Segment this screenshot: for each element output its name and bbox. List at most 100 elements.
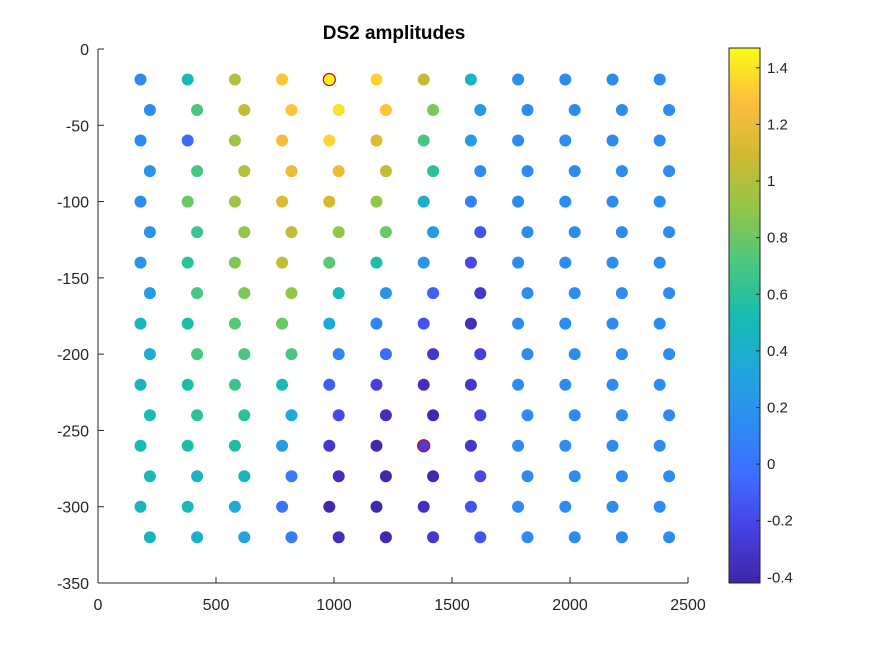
data-point	[191, 470, 204, 483]
data-point	[663, 409, 676, 422]
data-point	[512, 317, 525, 330]
data-point	[512, 500, 525, 513]
data-point	[134, 439, 147, 452]
data-point	[663, 470, 676, 483]
data-point	[191, 226, 204, 239]
data-point	[238, 348, 251, 361]
colorbar-gradient	[729, 48, 760, 583]
data-point	[615, 226, 628, 239]
data-point	[238, 409, 251, 422]
data-point	[370, 500, 383, 513]
data-point	[663, 287, 676, 300]
data-point	[276, 134, 289, 147]
data-point	[417, 195, 430, 208]
data-point	[276, 73, 289, 86]
data-point	[370, 195, 383, 208]
data-point	[427, 226, 440, 239]
colorbar-tick-label: 0.6	[767, 286, 788, 303]
data-point	[568, 470, 581, 483]
data-point	[474, 104, 487, 116]
data-point	[474, 226, 487, 239]
data-point	[653, 195, 666, 208]
data-point	[417, 73, 430, 86]
data-point	[191, 409, 204, 422]
data-point	[615, 165, 628, 178]
data-point	[521, 165, 534, 178]
data-point	[379, 104, 392, 116]
data-point	[653, 500, 666, 513]
data-point	[568, 226, 581, 239]
data-point	[606, 134, 619, 147]
data-point	[606, 73, 619, 86]
x-tick-label: 2000	[552, 597, 588, 614]
data-point	[568, 531, 581, 544]
data-point	[559, 134, 572, 147]
data-point	[228, 195, 241, 208]
colorbar-tick-label: 1.4	[767, 60, 788, 77]
data-point	[615, 470, 628, 483]
data-point	[512, 378, 525, 391]
data-point	[181, 439, 194, 452]
colorbar-tick-label: 0.4	[767, 343, 788, 360]
x-tick-label: 500	[203, 597, 230, 614]
data-point	[559, 195, 572, 208]
data-point	[181, 500, 194, 513]
data-point	[285, 470, 298, 483]
data-point	[228, 134, 241, 147]
data-point	[427, 409, 440, 422]
x-tick-label: 1500	[434, 597, 470, 614]
data-point	[474, 287, 487, 300]
data-point	[370, 317, 383, 330]
data-point	[143, 226, 156, 239]
data-point	[134, 134, 147, 147]
data-point	[228, 317, 241, 330]
data-point	[332, 287, 345, 300]
data-point	[285, 165, 298, 178]
data-point	[143, 531, 156, 544]
data-point	[285, 348, 298, 361]
data-point	[464, 73, 477, 86]
data-points	[134, 72, 676, 544]
data-point	[568, 165, 581, 178]
colorbar-tick-label: 1	[767, 173, 775, 190]
y-tick-label: -300	[57, 500, 89, 517]
data-point	[285, 104, 298, 116]
data-point	[653, 256, 666, 269]
data-point	[370, 73, 383, 86]
data-point	[474, 409, 487, 422]
data-point	[134, 317, 147, 330]
data-point	[417, 134, 430, 147]
colorbar-frame	[728, 47, 761, 584]
data-point	[143, 165, 156, 178]
data-point	[181, 73, 194, 86]
data-point	[559, 317, 572, 330]
data-point	[332, 531, 345, 544]
data-point	[323, 317, 336, 330]
data-point	[134, 500, 147, 513]
data-point	[143, 409, 156, 422]
y-tick-label: -50	[66, 118, 89, 135]
data-point	[464, 439, 477, 452]
data-point	[191, 348, 204, 361]
data-point	[370, 439, 383, 452]
data-point	[464, 134, 477, 147]
data-point	[653, 134, 666, 147]
data-point	[559, 256, 572, 269]
data-point	[653, 73, 666, 86]
data-point	[615, 531, 628, 544]
data-point	[663, 348, 676, 361]
data-point	[615, 104, 628, 116]
data-point	[228, 73, 241, 86]
data-point	[427, 348, 440, 361]
data-point	[228, 378, 241, 391]
data-point	[417, 317, 430, 330]
data-point	[464, 195, 477, 208]
data-point	[379, 470, 392, 483]
data-point	[181, 256, 194, 269]
colorbar-tick-label: 1.2	[767, 116, 788, 133]
data-point	[323, 378, 336, 391]
x-tick-label: 1000	[316, 597, 352, 614]
data-point	[323, 195, 336, 208]
data-point	[191, 531, 204, 544]
